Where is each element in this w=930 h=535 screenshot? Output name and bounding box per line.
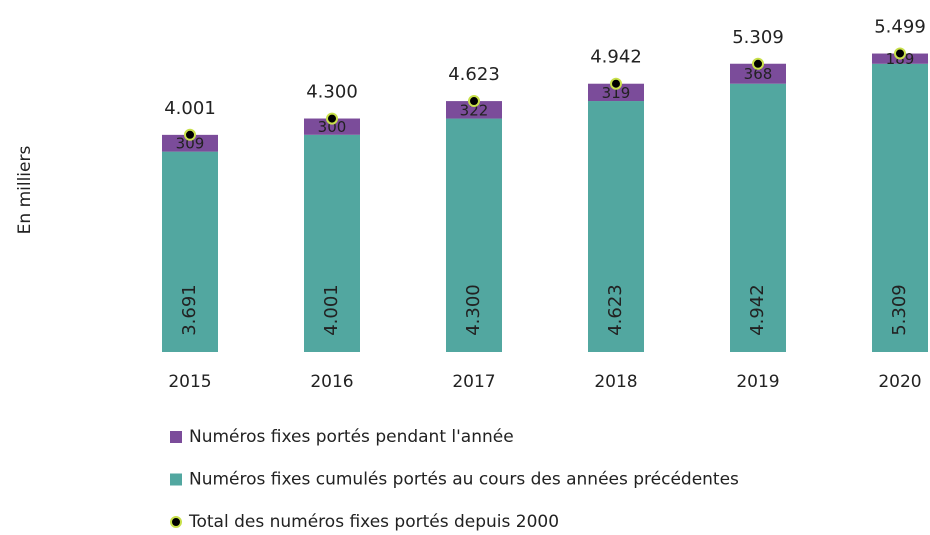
value-label: 4.001 (321, 284, 342, 336)
value-label: 368 (744, 65, 773, 83)
bar-segment (304, 134, 360, 352)
x-tick-label: 2015 (168, 372, 211, 392)
legend-marker (170, 516, 182, 528)
bar-segment (588, 101, 644, 352)
x-tick-label: 2019 (736, 372, 779, 392)
bar-segment (446, 118, 502, 352)
value-label: 5.309 (889, 284, 910, 336)
x-tick-label: 2017 (452, 372, 495, 392)
total-label: 5.499 (874, 16, 926, 37)
legend-swatch (170, 473, 182, 486)
value-label: 4.942 (747, 284, 768, 336)
value-label: 4.300 (463, 284, 484, 336)
value-label: 322 (460, 101, 489, 119)
bar-segment (730, 83, 786, 352)
legend-label: Total des numéros fixes portés depuis 20… (188, 512, 559, 532)
bar-segment (588, 83, 644, 102)
value-label: 4.623 (605, 284, 626, 336)
total-label: 4.942 (590, 47, 642, 68)
value-label: 300 (318, 118, 347, 136)
total-marker (894, 47, 906, 60)
legend-swatch (170, 431, 182, 443)
bar-segment (730, 63, 786, 84)
legend-label: Numéros fixes portés pendant l'année (189, 427, 514, 447)
x-tick-label: 2016 (310, 372, 353, 392)
total-label: 4.300 (306, 82, 358, 103)
x-tick-label: 2018 (594, 372, 637, 392)
legend-label: Numéros fixes cumulés portés au cours de… (189, 470, 739, 490)
value-label: 3.691 (179, 284, 200, 336)
bar-segment (162, 151, 218, 352)
x-tick-label: 2020 (878, 372, 921, 392)
total-marker (752, 57, 764, 70)
value-label: 319 (602, 84, 631, 102)
value-label: 309 (176, 135, 205, 153)
total-label: 5.309 (732, 27, 784, 48)
total-marker (326, 112, 338, 125)
total-marker (610, 77, 622, 90)
bar-segment (446, 101, 502, 119)
bar-segment (872, 63, 928, 352)
total-marker (468, 95, 480, 108)
bar-segment (304, 118, 360, 135)
total-marker (184, 128, 196, 141)
y-axis-label: En milliers (15, 146, 35, 235)
total-label: 4.001 (164, 98, 216, 119)
bar-segment (162, 134, 218, 152)
total-label: 4.623 (448, 64, 500, 85)
